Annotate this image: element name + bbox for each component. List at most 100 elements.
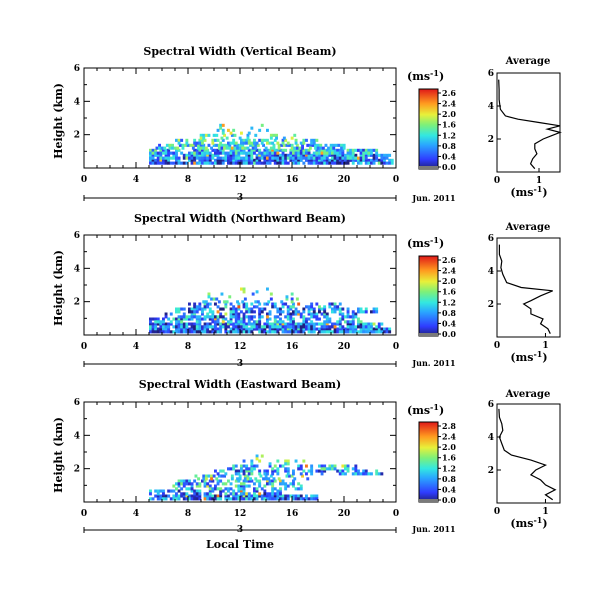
heatmap-cell (211, 479, 215, 483)
heatmap-cell (341, 327, 345, 331)
heatmap-cell (212, 297, 216, 301)
heatmap-cell (359, 330, 363, 334)
heatmap-cell (302, 322, 306, 326)
heatmap-cell (372, 153, 376, 157)
heatmap-cell (237, 494, 241, 498)
heatmap-cell (299, 472, 303, 476)
heatmap-cell (331, 151, 334, 155)
heatmap-cell (388, 153, 392, 157)
heatmap-cell (199, 146, 203, 150)
heatmap-cell (219, 494, 223, 498)
heatmap-cell (206, 156, 210, 160)
heatmap-cell (385, 156, 389, 160)
heatmap-cell (149, 320, 152, 324)
heatmap-cell (216, 153, 220, 157)
heatmap-cell (229, 158, 233, 162)
heatmap-cell (279, 479, 282, 483)
panel-eastward-beam: Spectral Width (Eastward Beam) Height (k… (52, 378, 561, 535)
heatmap-cell (234, 492, 238, 496)
heatmap-cell (177, 307, 181, 311)
heatmap-cell (237, 305, 241, 309)
heatmap-cell (164, 325, 168, 329)
heatmap-cell (211, 153, 215, 157)
heatmap-cell (175, 482, 178, 486)
heatmap-cell (246, 477, 250, 481)
heatmap-cell (149, 158, 152, 162)
heatmap-cell (206, 497, 210, 501)
heatmap-cell (242, 322, 246, 326)
heatmap-cell (198, 330, 202, 334)
heatmap-cell (190, 156, 194, 160)
heatmap-cell (315, 497, 319, 501)
heatmap-cell (151, 497, 155, 501)
heatmap-cell (323, 464, 327, 468)
heatmap-cell (247, 327, 251, 331)
heatmap-cell (172, 151, 176, 155)
heatmap-cell (206, 327, 210, 331)
heatmap-cell (151, 161, 155, 165)
heatmap-cell (377, 325, 381, 329)
heatmap-cell (284, 330, 288, 334)
heatmap-cell (184, 143, 187, 147)
heatmap-cell (341, 312, 345, 316)
heatmap-cell (338, 469, 342, 473)
average-y-tick-label: 6 (488, 400, 494, 410)
heatmap-cell (198, 494, 202, 498)
heatmap-cell (245, 141, 249, 145)
heatmap-cell (299, 497, 303, 501)
heatmap-cell (266, 317, 269, 321)
heatmap-cell (154, 489, 158, 493)
heatmap-cell (332, 143, 336, 147)
heatmap-cell (245, 161, 249, 165)
heatmap-cell (250, 158, 254, 162)
heatmap-cell (237, 330, 241, 334)
heatmap-cell (180, 307, 184, 311)
heatmap-cell (307, 305, 311, 309)
heatmap-cell (349, 153, 353, 157)
heatmap-cell (202, 136, 206, 140)
heatmap-cell (216, 148, 220, 152)
heatmap-cell (323, 325, 327, 329)
heatmap-cell (263, 330, 267, 334)
heatmap-cell (349, 325, 353, 329)
heatmap-cell (266, 128, 269, 132)
heatmap-cell (169, 322, 173, 326)
heatmap-cell (273, 302, 277, 306)
heatmap-cell (284, 325, 288, 329)
heatmap-cell (159, 156, 163, 160)
heatmap-cell (341, 330, 345, 334)
heatmap-cell (202, 474, 206, 478)
heatmap-cell (188, 479, 191, 483)
heatmap-cell (340, 143, 343, 147)
heatmap-cell (201, 479, 204, 483)
heatmap-cell (211, 312, 215, 316)
heatmap-cell (302, 156, 306, 160)
heatmap-cell (206, 330, 210, 334)
heatmap-cell (216, 158, 220, 162)
heatmap-cell (162, 330, 165, 334)
heatmap-cell (203, 302, 207, 306)
heatmap-cell (325, 151, 329, 155)
heatmap-cell (315, 158, 319, 162)
heatmap-cell (255, 457, 259, 461)
heatmap-cell (253, 494, 256, 498)
heatmap-cell (253, 315, 256, 319)
heatmap-cell (214, 497, 217, 501)
heatmap-cell (294, 156, 298, 160)
heatmap-cell (364, 310, 368, 314)
heatmap-cell (240, 287, 243, 291)
heatmap-cell (267, 300, 271, 304)
heatmap-cell (237, 151, 241, 155)
heatmap-cell (302, 153, 306, 157)
heatmap-cell (208, 161, 212, 165)
heatmap-cell (216, 317, 220, 321)
heatmap-cell (245, 494, 249, 498)
heatmap-cell (281, 322, 285, 326)
heatmap-cell (167, 156, 171, 160)
heatmap-cell (169, 489, 173, 493)
heatmap-cell (211, 156, 215, 160)
heatmap-cell (279, 482, 282, 486)
heatmap-cell (351, 322, 355, 326)
heatmap-cell (315, 315, 319, 319)
heatmap-cell (214, 325, 217, 329)
